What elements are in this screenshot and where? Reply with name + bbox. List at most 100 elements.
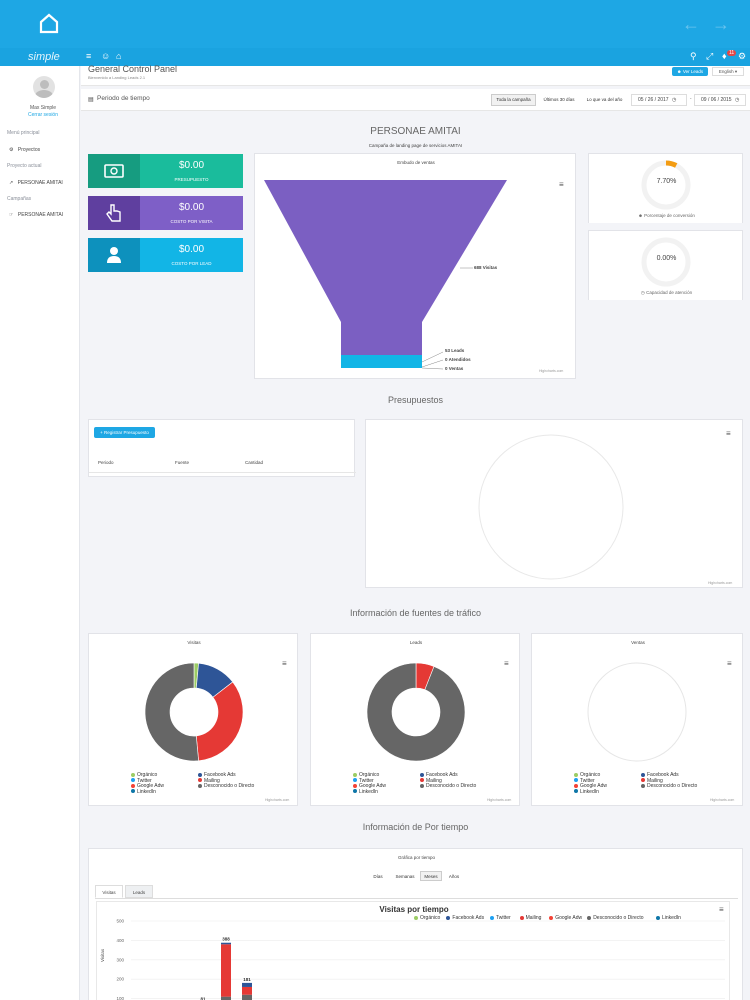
menu-icon[interactable]: ≡ [86,51,92,61]
legend-item[interactable]: Desconocido o Directo [641,783,697,789]
sidebar-item-label: Proyectos [17,147,41,153]
app-logo[interactable]: simple [28,51,60,63]
legend-marker [131,783,135,788]
legend-item[interactable]: Google Adw [574,783,607,789]
sidebar-item-projects[interactable]: ⚙ Proyectos [9,147,40,153]
legend-marker [131,789,135,794]
granularity-weeks[interactable]: Semanas [395,874,415,879]
hand-icon: ☞ [9,212,14,218]
legend-item[interactable]: LinkedIn [656,915,681,921]
tab-visits[interactable]: Visitas [95,885,123,898]
chart-menu-icon[interactable]: ≡ [282,659,287,668]
granularity-days[interactable]: Días [373,874,383,879]
users-icon[interactable]: ☺ [101,51,111,61]
legend-item[interactable]: Google Adw [131,783,164,789]
chart-menu-icon[interactable]: ≡ [727,659,732,668]
donut-slice[interactable] [144,662,199,762]
period-year-to-date[interactable]: Lo que va del año [586,97,623,102]
forward-arrow-icon[interactable]: → [712,14,730,34]
legend-marker [420,783,424,788]
legend-item[interactable]: Facebook Ads [446,915,484,921]
legend-item[interactable]: Twitter [131,778,152,784]
date-from-input[interactable]: 05 / 26 / 2017 ◷ [631,94,687,106]
legend-label: LinkedIn [662,915,681,921]
search-icon[interactable]: ⚲ [690,51,697,61]
legend-marker [656,915,660,920]
budgets-title: Presupuestos [387,395,444,405]
clock-icon: ◷ [640,290,645,295]
view-leads-label: Ver Leads [682,69,704,74]
current-project-label: Proyecto actual [7,163,42,169]
granularity-months[interactable]: Meses [420,871,442,881]
attention-gauge [641,237,691,287]
legend-item[interactable]: Mailing [198,778,220,784]
legend-item[interactable]: Twitter [353,778,374,784]
funnel-visits [264,180,507,322]
legend-item[interactable]: Twitter [574,778,595,784]
legend-item[interactable]: LinkedIn [574,789,599,795]
legend-item[interactable]: Desconocido o Directo [198,783,254,789]
legend-marker [641,778,645,783]
donut-slice[interactable] [366,662,466,762]
sidebar-item-campaign[interactable]: ☞ PERSONAE AMITAI [9,212,63,218]
legend-item[interactable]: Orgánico [353,772,379,778]
bar-segment[interactable] [242,986,252,995]
conversion-gauge [641,160,691,210]
home-icon[interactable] [38,12,60,34]
period-label: Periodo de tiempo [97,95,150,102]
legend-item[interactable]: LinkedIn [131,789,156,795]
language-select[interactable]: English ▾ [712,67,744,76]
legend-item[interactable]: Desconocido o Directo [587,915,644,921]
chart-menu-icon[interactable]: ≡ [719,905,724,914]
legend-item[interactable]: Facebook Ads [641,772,679,778]
donut-slice[interactable] [195,681,244,762]
legend-item[interactable]: LinkedIn [353,789,378,795]
bar-segment[interactable] [242,994,252,1000]
period-last-30-days[interactable]: Últimos 30 días [543,97,575,102]
fullscreen-icon[interactable]: ⤢ [706,51,714,61]
legend-item[interactable]: Mailing [420,778,442,784]
bar-segment[interactable] [221,996,231,1000]
page-subtitle: Bienvenido a Landing Leads 2.1 [88,75,146,80]
bell-icon[interactable]: ♦ [722,51,727,61]
legend-item[interactable]: Twitter [490,915,511,921]
legend-item[interactable]: Orgánico [131,772,157,778]
bar-segment[interactable] [221,942,231,945]
legend-item[interactable]: Facebook Ads [420,772,458,778]
back-arrow-icon[interactable]: ← [682,14,700,34]
legend-label: Google Adw [580,783,607,789]
campaigns-label: Campañas [7,196,32,202]
settings-icon[interactable]: ⚙ [738,51,747,61]
avatar[interactable] [33,76,55,98]
legend-marker [490,915,494,920]
legend-item[interactable]: Facebook Ads [198,772,236,778]
legend-item[interactable]: Mailing [519,915,541,921]
date-to-input[interactable]: 09 / 06 / 2015 ◷ [694,94,746,106]
legend-item[interactable]: Mailing [641,778,663,784]
legend-item[interactable]: Google Adw [549,915,582,921]
home-small-icon[interactable]: ⌂ [116,51,122,61]
legend-item[interactable]: Google Adw [353,783,386,789]
column-header: Cantidad [245,460,264,465]
chart-menu-icon[interactable]: ≡ [559,180,564,189]
register-budget-button[interactable]: + Registrar Presupuesto [94,427,155,438]
legend-item[interactable]: Desconocido o Directo [420,783,476,789]
bar-segment[interactable] [221,944,231,997]
logout-link[interactable]: Cerrar sesión [27,112,58,118]
legend-marker [587,915,592,920]
conversion-gauge-card: 7.70% ☻ Porcentaje de conversión [588,153,743,223]
chart-menu-icon[interactable]: ≡ [504,659,509,668]
funnel-label-visits: 688 Visitas [474,265,498,270]
bar-segment[interactable] [242,982,252,987]
legend-label: Facebook Ads [204,772,236,778]
granularity-years[interactable]: Años [448,874,460,879]
sidebar-item-current-project[interactable]: ↗ PERSONAE AMITAI [9,180,63,186]
period-all-campaign[interactable]: Toda la campaña [491,94,536,106]
tab-leads[interactable]: Leads [125,885,153,898]
legend-item[interactable]: Orgánico [574,772,600,778]
funnel-connector [421,367,444,370]
legend-item[interactable]: Orgánico [414,915,440,921]
view-leads-button[interactable]: ☻ Ver Leads [672,67,708,76]
empty-donut [587,662,687,762]
chart-menu-icon[interactable]: ≡ [726,429,731,438]
